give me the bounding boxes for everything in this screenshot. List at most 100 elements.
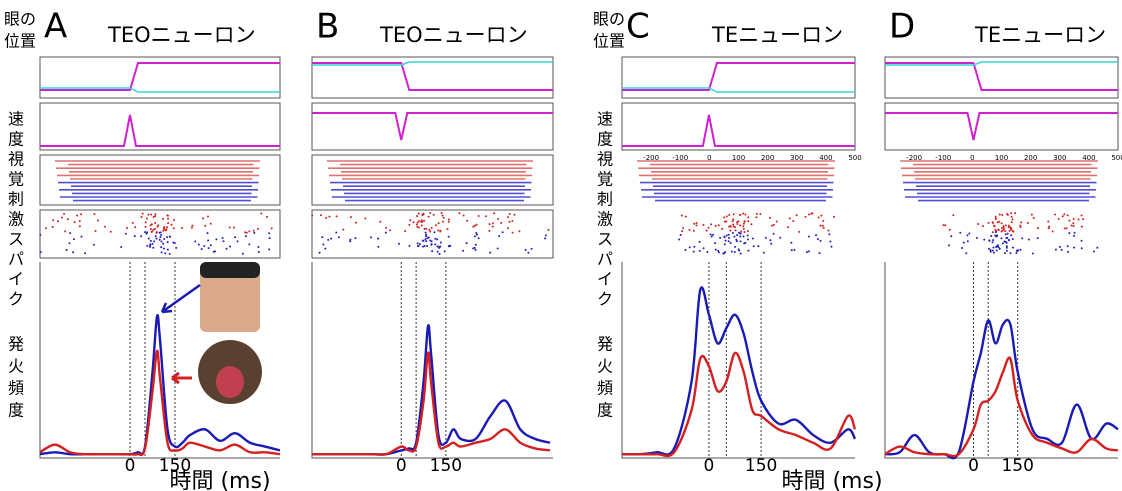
raster-dot: [384, 231, 387, 234]
raster-dot: [423, 227, 426, 230]
arrow-red: [171, 371, 192, 385]
raster-dot: [496, 247, 499, 250]
raster-dot: [998, 213, 1001, 216]
raster-dot: [466, 219, 469, 222]
raster-dot: [1019, 224, 1022, 227]
raster-dot: [166, 236, 169, 239]
eye-frame: [311, 56, 554, 99]
stim-tick-label: 0: [707, 154, 711, 162]
raster-dot: [1072, 222, 1075, 225]
raster-dot: [232, 226, 235, 229]
raster-dot: [39, 233, 42, 236]
row-label: 火: [8, 357, 24, 376]
stim-tick-label: -100: [672, 154, 688, 162]
raster-dot: [418, 243, 421, 246]
monkey-mouth: [216, 366, 244, 398]
raster-dot: [417, 212, 420, 215]
raster-dot: [995, 246, 998, 249]
raster-dot: [496, 217, 499, 220]
raster-dot: [320, 214, 323, 217]
raster-dot: [684, 215, 687, 218]
raster-dot: [144, 221, 147, 224]
raster-dot: [209, 222, 212, 225]
raster-dot: [430, 243, 433, 246]
raster-dot: [692, 229, 695, 232]
row-label: 刺: [8, 190, 24, 209]
raster-dot: [422, 245, 425, 248]
raster-dot: [821, 224, 824, 227]
raster-dot: [793, 248, 796, 251]
raster-dot: [747, 249, 750, 252]
raster-dot: [328, 215, 331, 218]
raster-dot: [682, 226, 685, 229]
raster-dot: [795, 214, 798, 217]
raster-dot: [140, 235, 143, 238]
raster-dot: [998, 220, 1001, 223]
eye-frame: [884, 56, 1119, 99]
raster-dot: [717, 251, 720, 254]
raster-dot: [807, 235, 810, 238]
raster-dot: [817, 216, 820, 219]
raster-dot: [1009, 226, 1012, 229]
panel-letter: A: [44, 7, 67, 47]
raster-dot: [698, 240, 701, 243]
eye-frame: [621, 56, 856, 99]
eye-trace: [312, 62, 553, 91]
raster-dot: [950, 235, 953, 238]
raster-dot: [993, 225, 996, 228]
raster-dot: [491, 225, 494, 228]
raster-dot: [987, 247, 990, 250]
raster-dot: [475, 233, 478, 236]
raster-dot: [447, 220, 450, 223]
raster-dot: [822, 226, 825, 229]
raster-dot: [810, 212, 813, 215]
raster-dot: [990, 235, 993, 238]
raster-dot: [988, 239, 991, 242]
raster-dot: [63, 212, 66, 215]
raster-dot: [437, 229, 440, 232]
raster-dot: [725, 220, 728, 223]
raster-dot: [729, 229, 732, 232]
raster-dot: [157, 224, 160, 227]
raster-dot: [994, 231, 997, 234]
raster-dot: [1065, 227, 1068, 230]
stim-tick-label: 200: [1024, 154, 1037, 162]
raster-dot: [498, 235, 501, 238]
raster-dot: [714, 242, 717, 245]
raster-dot: [790, 249, 793, 252]
raster-dot: [430, 226, 433, 229]
raster-dot: [511, 220, 514, 223]
raster-dot: [477, 214, 480, 217]
raster-dot: [787, 226, 790, 229]
raster-dot: [1036, 227, 1039, 230]
raster-dot: [788, 217, 791, 220]
raster-dot: [1002, 226, 1005, 229]
raster-dot: [194, 240, 197, 243]
raster-dot: [779, 236, 782, 239]
raster-dot: [1010, 234, 1013, 237]
raster-dot: [1001, 214, 1004, 217]
raster-dot: [165, 228, 168, 231]
raster-dot: [1000, 237, 1003, 240]
x-tick-label: 150: [745, 456, 777, 476]
raster-dot: [229, 245, 232, 248]
raster-dot: [693, 245, 696, 248]
raster-dot: [1003, 252, 1006, 255]
raster-dot: [798, 230, 801, 233]
raster-dot: [530, 247, 533, 250]
raster-dot: [731, 220, 734, 223]
raster-dot: [997, 229, 1000, 232]
raster-dot: [436, 238, 439, 241]
raster-dot: [747, 216, 750, 219]
stim-tick-label: 0: [970, 154, 974, 162]
raster-dot: [508, 213, 511, 216]
raster-dot: [987, 221, 990, 224]
raster-dot: [678, 238, 681, 241]
row-label: 位置: [593, 32, 625, 51]
raster-dot: [207, 247, 210, 250]
raster-dot: [439, 245, 442, 248]
raster-dot: [981, 225, 984, 228]
raster-dot: [1072, 218, 1075, 221]
panel-letter: D: [889, 7, 915, 47]
raster-dot: [755, 212, 758, 215]
